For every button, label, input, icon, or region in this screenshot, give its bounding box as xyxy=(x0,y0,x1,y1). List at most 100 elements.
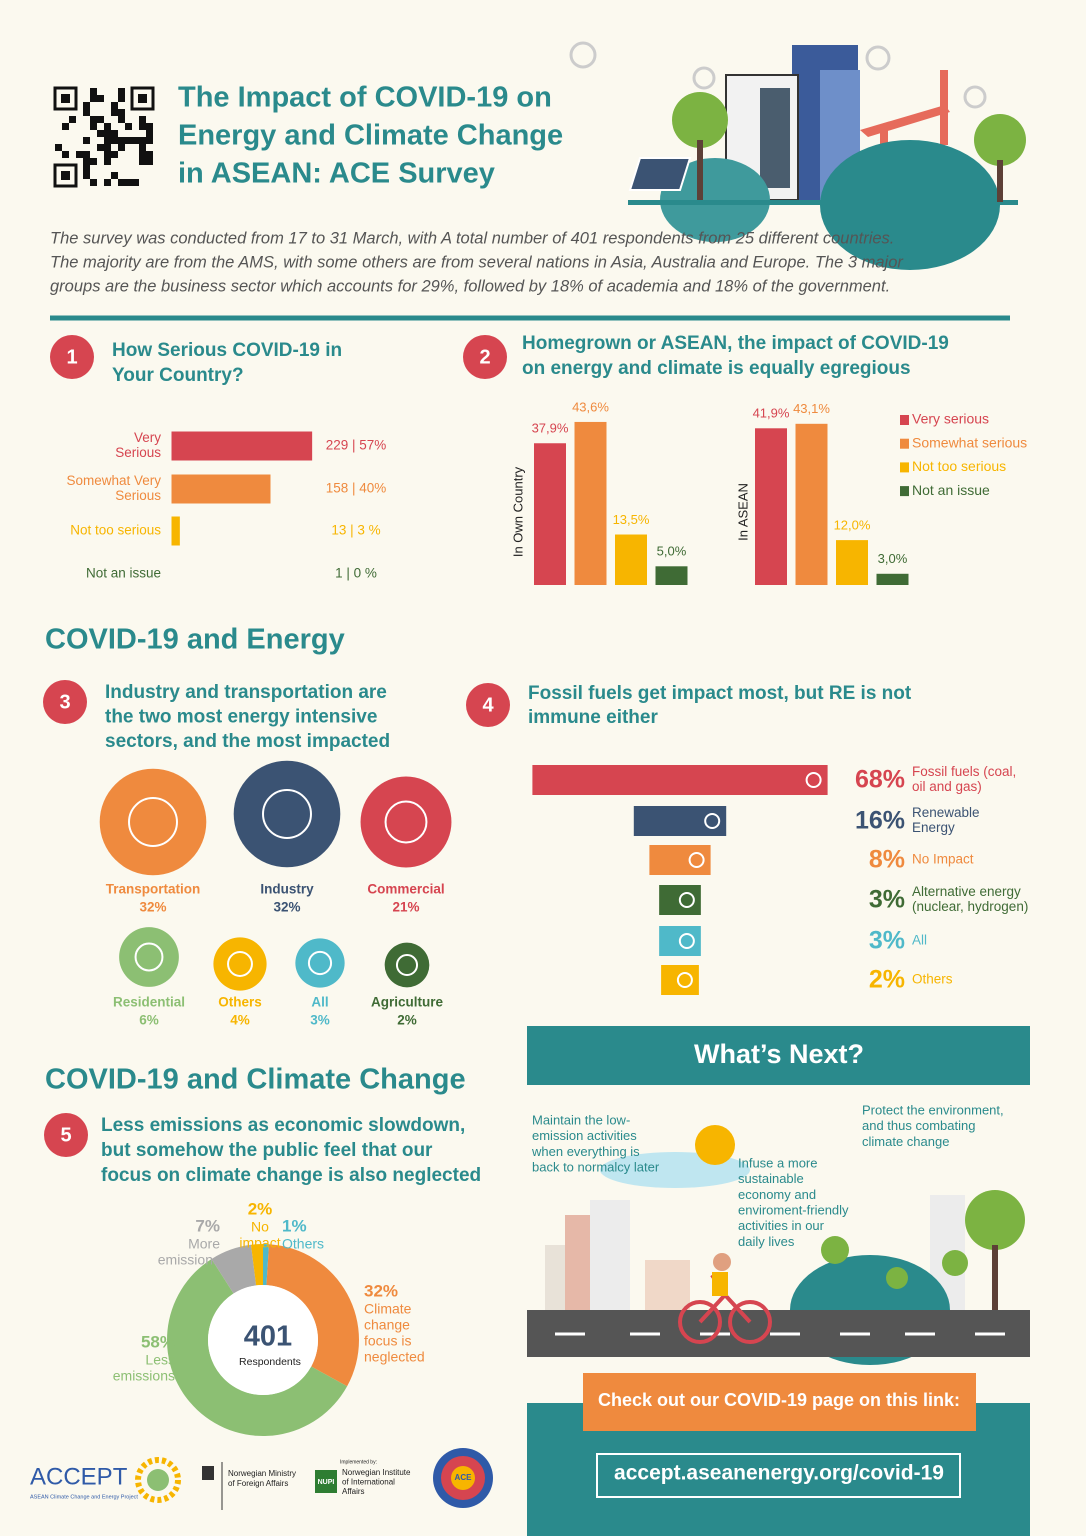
link[interactable]: accept.aseanenergy.org/covid-19 xyxy=(614,1462,944,1485)
tree xyxy=(672,92,728,148)
ministry-emblem xyxy=(202,1466,214,1480)
next-point: back to normalcy later xyxy=(532,1160,660,1175)
virus-icon xyxy=(865,45,891,71)
section-title: but somehow the public feel that our xyxy=(101,1140,433,1161)
donut-hole xyxy=(208,1285,318,1395)
whats-next-title: What’s Next? xyxy=(694,1039,864,1069)
value-label: 12,0% xyxy=(834,518,871,533)
value-label: 5,0% xyxy=(657,544,687,559)
section-title: focus on climate change is also neglecte… xyxy=(101,1165,481,1186)
bubble-label: Residential xyxy=(113,995,185,1010)
value-label: 37,9% xyxy=(532,421,569,436)
funnel-bar xyxy=(649,845,711,875)
section-badge xyxy=(463,335,507,379)
cyclist xyxy=(712,1272,728,1296)
funnel-value: 2% xyxy=(869,966,905,994)
bar-label: Not an issue xyxy=(86,566,161,581)
funnel-label: No Impact xyxy=(912,852,974,867)
section-title: Fossil fuels get impact most, but RE is … xyxy=(528,683,912,704)
bubble-icon xyxy=(384,800,428,844)
slice-value: 7% xyxy=(195,1216,220,1235)
slice-label: Others xyxy=(282,1236,324,1252)
main-title: Energy and Climate Change xyxy=(178,120,563,152)
bar xyxy=(615,534,647,585)
slice-label: No xyxy=(251,1219,269,1235)
funnel-value: 3% xyxy=(869,927,905,955)
bar xyxy=(836,540,868,585)
bubble xyxy=(119,927,179,987)
bar xyxy=(574,421,607,585)
slice-label: focus is xyxy=(364,1333,411,1349)
donut-slice xyxy=(266,1244,360,1387)
bubble-value: 4% xyxy=(230,1013,250,1028)
funnel-value: 68% xyxy=(855,766,905,794)
pump-jack xyxy=(940,70,948,145)
header-illustration xyxy=(569,41,1026,270)
value-label: 3,0% xyxy=(878,551,908,566)
ground xyxy=(628,200,1018,205)
bike-wheel xyxy=(678,1300,722,1344)
plant xyxy=(942,1250,968,1276)
legend-label: Not an issue xyxy=(912,482,990,498)
funnel-label: Energy xyxy=(912,820,955,835)
bar xyxy=(171,431,313,461)
virus-icon xyxy=(963,85,987,109)
section-title: immune either xyxy=(528,707,658,728)
bubble-label: Commercial xyxy=(367,882,444,897)
legend-swatch xyxy=(900,415,909,425)
slice-label: emissions xyxy=(158,1252,220,1268)
bubble-value: 32% xyxy=(139,900,166,915)
funnel-label: Renewable xyxy=(912,805,980,820)
axis-label: In Own Country xyxy=(510,466,525,557)
whats-next-illustration xyxy=(527,1125,1030,1365)
value-label: 158 | 40% xyxy=(326,481,387,496)
nupi-name: NUPI xyxy=(318,1479,335,1486)
section-badge xyxy=(50,335,94,379)
accept-logo xyxy=(147,1469,169,1491)
value-label: 41,9% xyxy=(753,406,790,421)
intro-text: groups are the business sector which acc… xyxy=(50,277,890,295)
funnel-bar xyxy=(532,765,828,795)
bar xyxy=(171,474,271,504)
bike-wheel xyxy=(728,1300,772,1344)
section-title: Homegrown or ASEAN, the impact of COVID-… xyxy=(522,333,949,354)
funnel-icon xyxy=(676,972,693,988)
link-box[interactable] xyxy=(596,1453,961,1498)
donut-total-label: Respondents xyxy=(239,1356,301,1368)
bar xyxy=(655,566,688,585)
section-heading: COVID-19 and Climate Change xyxy=(45,1064,466,1096)
value-label: 43,1% xyxy=(793,401,830,416)
funnel-bar xyxy=(633,806,727,836)
bubble-value: 6% xyxy=(139,1013,159,1028)
value-label: 229 | 57% xyxy=(326,438,387,453)
tree-trunk xyxy=(992,1245,998,1310)
next-point: sustainable xyxy=(738,1171,804,1186)
solar-panel xyxy=(628,157,692,191)
building xyxy=(590,1200,630,1310)
virus-icon xyxy=(569,41,597,69)
legend-swatch xyxy=(900,438,909,449)
funnel-label: (nuclear, hydrogen) xyxy=(912,899,1028,914)
legend-label: Somewhat serious xyxy=(912,434,1027,450)
building xyxy=(565,1215,590,1310)
bubble xyxy=(384,942,430,988)
next-point: activities in our xyxy=(738,1218,825,1233)
bubble-label: Others xyxy=(218,995,262,1010)
section-badge xyxy=(43,680,87,724)
section-badge xyxy=(44,1113,88,1157)
next-point: and thus combating xyxy=(862,1118,975,1133)
legend-label: Not too serious xyxy=(912,458,1006,474)
bubble-value: 2% xyxy=(397,1013,417,1028)
building-windows xyxy=(760,88,790,188)
bubble-label: Industry xyxy=(260,882,314,897)
slice-label: More xyxy=(188,1236,220,1252)
funnel-label: oil and gas) xyxy=(912,779,982,794)
bar xyxy=(755,428,787,585)
bubble xyxy=(295,938,345,988)
virus-icon xyxy=(692,66,716,90)
donut-total: 401 xyxy=(244,1321,292,1353)
qr-finder xyxy=(53,86,78,111)
donut-slice xyxy=(250,1244,263,1286)
next-point: Maintain the low- xyxy=(532,1112,630,1127)
